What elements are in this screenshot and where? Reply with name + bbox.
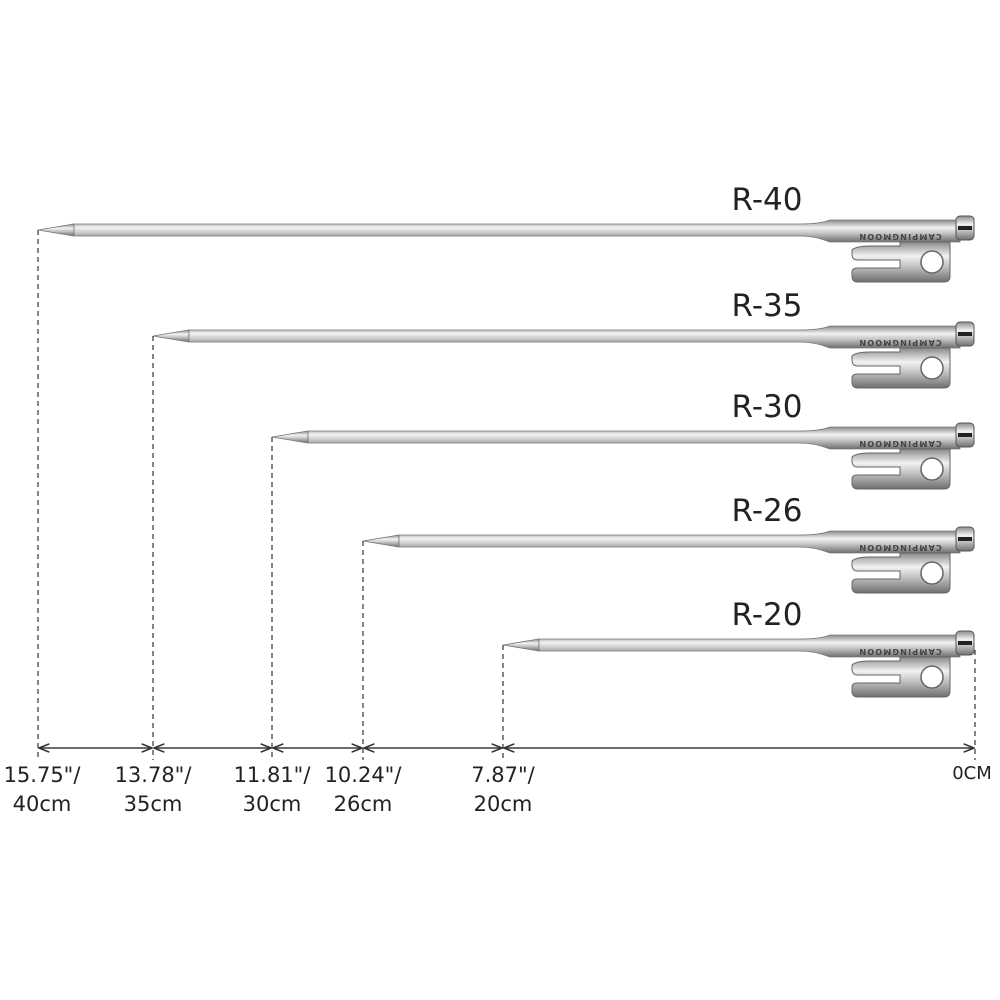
length-cm: 20cm — [474, 792, 533, 816]
brand-engraving: CAMPINGMOON — [858, 543, 942, 552]
stake-tip — [37, 223, 75, 237]
stake-shaft — [538, 634, 961, 658]
tent-stake: CAMPINGMOON — [362, 526, 975, 594]
head-band — [958, 226, 972, 230]
length-inch: 10.24"/ — [325, 763, 403, 787]
length-cm: 30cm — [243, 792, 302, 816]
tent-stake: CAMPINGMOON — [37, 215, 975, 283]
tent-stake: CAMPINGMOON — [271, 422, 975, 490]
length-inch: 11.81"/ — [234, 763, 312, 787]
head-band — [958, 537, 972, 541]
brand-engraving: CAMPINGMOON — [858, 232, 942, 241]
stake-shaft — [73, 219, 961, 243]
brand-engraving: CAMPINGMOON — [858, 647, 942, 656]
stake-shaft — [398, 530, 961, 554]
head-band — [958, 641, 972, 645]
hook-hole — [920, 457, 944, 481]
hook-plate — [851, 448, 951, 490]
head-band — [958, 332, 972, 336]
length-inch: 7.87"/ — [471, 763, 535, 787]
hook-plate — [851, 241, 951, 283]
length-cm: 40cm — [13, 792, 72, 816]
stake-shaft — [188, 325, 961, 349]
tent-stake: CAMPINGMOON — [502, 630, 975, 698]
hook-plate — [851, 347, 951, 389]
hook-hole — [920, 561, 944, 585]
hook-hole — [920, 250, 944, 274]
hook-plate — [851, 552, 951, 594]
model-label: R-35 — [732, 288, 803, 324]
head-band — [958, 433, 972, 437]
stake-shaft — [307, 426, 961, 450]
tent-stake: CAMPINGMOON — [152, 321, 975, 389]
hook-hole — [920, 356, 944, 380]
length-cm: 35cm — [124, 792, 183, 816]
hook-hole — [920, 665, 944, 689]
stake-tip — [271, 430, 309, 444]
length-inch: 13.78"/ — [115, 763, 193, 787]
length-cm: 26cm — [334, 792, 393, 816]
brand-engraving: CAMPINGMOON — [858, 439, 942, 448]
model-label: R-30 — [732, 389, 803, 425]
length-inch: 15.75"/ — [4, 763, 82, 787]
model-label: R-26 — [732, 493, 803, 529]
stake-tip — [362, 534, 400, 548]
brand-engraving: CAMPINGMOON — [858, 338, 942, 347]
model-label: R-40 — [732, 182, 803, 218]
model-label: R-20 — [732, 597, 803, 633]
stake-tip — [502, 638, 540, 652]
hook-plate — [851, 656, 951, 698]
zero-label: 0CM — [952, 763, 992, 784]
stake-tip — [152, 329, 190, 343]
